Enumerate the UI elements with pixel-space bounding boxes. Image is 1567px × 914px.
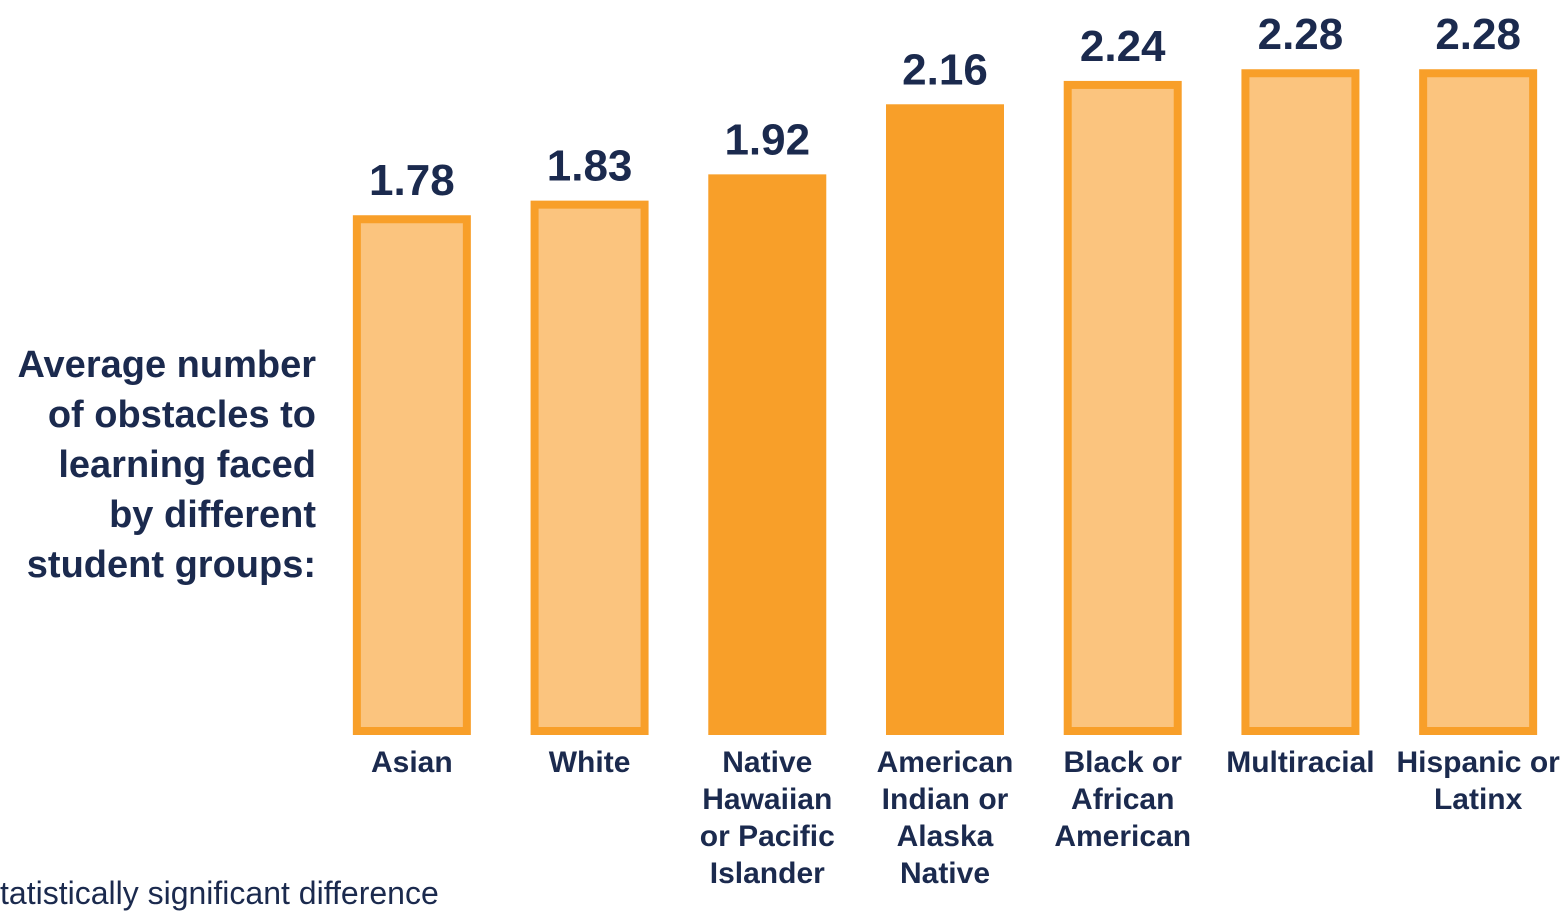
axis-title: Average number [18,344,317,386]
x-tick-label: Black or [1064,746,1183,779]
value-label: 2.28 [1258,10,1344,59]
x-tick-label: Asian [371,746,453,779]
value-label: 1.78 [369,156,455,205]
x-tick-label: Latinx [1434,783,1523,816]
x-tick-label: Islander [710,857,825,890]
value-label: 1.92 [724,115,810,164]
axis-title: student groups: [27,544,316,586]
x-tick-label: Alaska [897,820,994,853]
x-tick-label: Hispanic or [1396,746,1560,779]
bar [530,200,649,735]
x-tick-label: White [549,746,631,779]
axis-title: learning faced [58,444,316,486]
value-label: 2.28 [1435,10,1521,59]
axis-title: of obstacles to [48,394,316,436]
x-tick-label: Indian or [882,783,1009,816]
bar [1241,69,1360,736]
x-tick-label: Native [900,857,990,890]
bar [352,215,471,736]
value-label: 2.16 [902,45,988,94]
value-label: 1.83 [547,142,633,191]
bar [708,174,827,736]
x-tick-label: Native [722,746,812,779]
axis-title: by different [109,494,316,536]
value-label: 2.24 [1080,22,1166,71]
x-tick-label: American [1054,820,1191,853]
x-tick-label: American [877,746,1014,779]
x-tick-label: Hawaiian [702,783,832,816]
x-tick-label: Multiracial [1226,746,1374,779]
footnote: tatistically significant difference [0,875,439,911]
bar [886,104,1004,735]
bar [1063,80,1182,736]
x-tick-label: African [1071,783,1174,816]
x-tick-label: or Pacific [700,820,835,853]
bar [1419,69,1538,736]
